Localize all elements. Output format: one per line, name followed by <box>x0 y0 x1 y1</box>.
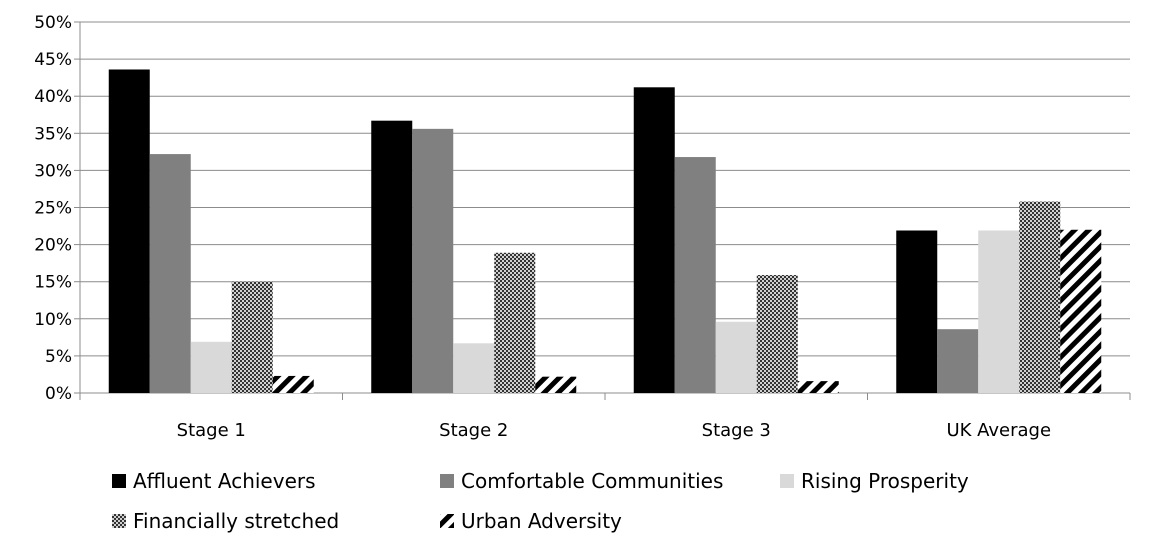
x-tick-label: Stage 3 <box>702 420 771 441</box>
legend-swatch <box>780 474 794 488</box>
bar-financially-stretched <box>756 275 798 393</box>
bar-affluent-achievers <box>108 69 150 393</box>
legend-label: Urban Adversity <box>461 509 622 533</box>
bar-financially-stretched <box>231 281 273 393</box>
bar-affluent-achievers <box>633 87 675 394</box>
legend-swatch <box>112 514 126 528</box>
bar-rising-prosperity <box>978 230 1020 393</box>
bar-affluent-achievers <box>371 120 413 393</box>
y-tick-label: 40% <box>34 87 72 107</box>
legend-swatch <box>440 514 454 528</box>
bar-rising-prosperity <box>453 343 495 393</box>
legend-label: Financially stretched <box>133 509 339 533</box>
legend-swatch <box>112 474 126 488</box>
legend: Affluent Achievers Comfortable Communitie… <box>112 469 969 533</box>
y-tick-label: 35% <box>34 124 72 144</box>
y-tick-label: 0% <box>45 384 72 404</box>
legend-label: Affluent Achievers <box>133 469 316 493</box>
y-tick-label: 50% <box>34 13 72 33</box>
y-tick-label: 15% <box>34 273 72 293</box>
bar-urban-adversity <box>535 376 577 393</box>
bars <box>108 69 1102 394</box>
y-tick-label: 10% <box>34 310 72 330</box>
legend-swatch <box>440 474 454 488</box>
bar-urban-adversity <box>1060 229 1102 393</box>
axis-labels: 0% 5% 10% 15% 20% 25% 30% 35% 40% 45% 50% Stage 1 St… <box>34 13 1051 441</box>
legend-label: Comfortable Communities <box>461 469 723 493</box>
legend-label: Rising Prosperity <box>801 469 969 493</box>
x-tick-label: UK Average <box>946 420 1051 441</box>
bar-comfortable-communities <box>937 329 979 393</box>
x-tick-label: Stage 2 <box>439 420 508 441</box>
y-tick-label: 5% <box>45 347 72 367</box>
bar-financially-stretched <box>494 252 536 393</box>
bar-urban-adversity <box>272 375 314 393</box>
bar-rising-prosperity <box>190 341 232 393</box>
bar-urban-adversity <box>797 381 839 393</box>
bar-comfortable-communities <box>412 128 454 393</box>
y-tick-label: 45% <box>34 50 72 70</box>
bar-rising-prosperity <box>715 321 757 393</box>
y-tick-label: 20% <box>34 236 72 256</box>
x-tick-label: Stage 1 <box>177 420 246 441</box>
y-tick-label: 30% <box>34 161 72 181</box>
y-tick-label: 25% <box>34 199 72 219</box>
bar-comfortable-communities <box>674 157 716 393</box>
bar-financially-stretched <box>1019 201 1061 393</box>
bar-affluent-achievers <box>896 230 938 393</box>
bar-comfortable-communities <box>149 154 191 393</box>
